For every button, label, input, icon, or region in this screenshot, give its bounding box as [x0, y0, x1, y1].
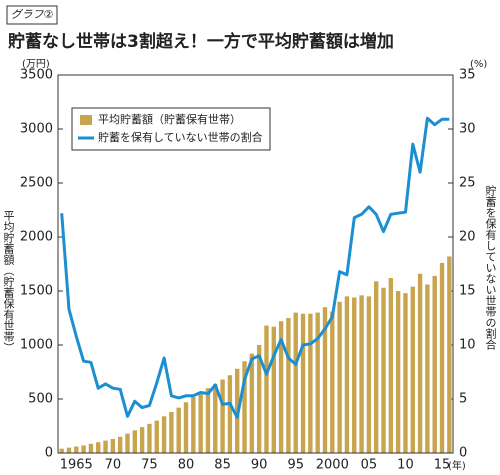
bar — [337, 301, 342, 453]
bar — [191, 396, 196, 453]
y-tick-label: 2000 — [20, 230, 53, 245]
bar — [183, 402, 189, 453]
bar — [432, 275, 437, 453]
y-tick-label: 500 — [28, 392, 53, 407]
x-tick-label: 1965 — [60, 458, 93, 473]
y-tick-label: 0 — [45, 446, 53, 461]
x-tick-label: 10 — [397, 458, 414, 473]
x-tick-label: 85 — [214, 458, 231, 473]
bar — [176, 407, 181, 453]
bar — [220, 379, 225, 453]
x-tick-label: 95 — [287, 458, 304, 473]
x-tick-label: 70 — [105, 458, 122, 473]
plot-frame — [57, 74, 454, 454]
bar — [381, 287, 386, 453]
bar — [330, 311, 335, 453]
bar — [205, 388, 211, 453]
x-tick-label: 75 — [141, 458, 158, 473]
y-tick-label: 3500 — [20, 68, 53, 83]
bar — [59, 448, 64, 453]
bar — [88, 443, 94, 453]
bar — [161, 416, 167, 453]
y-tick-label: 1000 — [20, 338, 53, 353]
bar — [286, 318, 291, 453]
badge-box — [6, 5, 58, 25]
x-tick-label: 05 — [361, 458, 378, 473]
bar — [395, 291, 401, 453]
bar — [344, 296, 350, 453]
bar — [300, 313, 306, 453]
x-tick-label: 15 — [434, 458, 451, 473]
bar — [271, 326, 276, 453]
y2-tick-label: 0 — [459, 446, 467, 461]
bar — [439, 262, 445, 453]
bar — [125, 433, 130, 453]
y2-axis-label: 貯蓄を保有していない世帯の割合 — [484, 185, 497, 350]
bar — [293, 312, 298, 453]
x-unit: (年) — [448, 459, 466, 472]
y-axis-label: 平均貯蓄額（貯蓄保有世帯） — [2, 210, 15, 353]
bar — [410, 286, 415, 453]
bar — [264, 325, 269, 453]
y2-tick-label: 10 — [459, 338, 476, 353]
y-tick-label: 2500 — [20, 176, 53, 191]
y2-tick-label: 5 — [459, 392, 467, 407]
y-tick-label: 1500 — [20, 284, 53, 299]
x-tick-label: 2000 — [316, 458, 349, 473]
bar — [66, 447, 72, 453]
bar — [227, 375, 233, 453]
y2-tick-label: 25 — [459, 176, 476, 191]
bar — [308, 313, 313, 453]
bar — [425, 284, 430, 453]
x-tick-label: 90 — [251, 458, 268, 473]
bar — [103, 440, 108, 453]
bar — [169, 411, 174, 453]
bar — [322, 307, 328, 453]
y-unit: (万円) — [22, 59, 50, 70]
line — [60, 116, 450, 419]
y2-tick-label: 15 — [459, 284, 476, 299]
bar — [96, 442, 101, 453]
bar — [154, 420, 159, 453]
bar — [388, 278, 394, 453]
bar — [417, 273, 423, 453]
legend-label: 貯蓄を保有していない世帯の割合 — [98, 130, 263, 144]
bar — [374, 281, 379, 453]
bar — [213, 383, 218, 453]
bar — [359, 295, 364, 453]
y2-tick-label: 35 — [459, 68, 476, 83]
bar — [110, 438, 116, 453]
y-tick-label: 3000 — [20, 122, 53, 137]
y2-tick-label: 30 — [459, 122, 476, 137]
y2-tick-label: 20 — [459, 230, 476, 245]
bar — [139, 427, 145, 453]
bar — [74, 446, 79, 453]
bar — [352, 297, 357, 453]
legend-label: 平均貯蓄額（貯蓄保有世帯） — [98, 112, 241, 126]
bar — [132, 430, 137, 453]
badge: グラフ② — [11, 8, 54, 21]
x-tick-label: 80 — [178, 458, 195, 473]
bar — [249, 353, 255, 453]
bar — [147, 423, 152, 453]
bar — [81, 445, 86, 453]
legend-swatch — [80, 115, 92, 125]
y2-unit: (%) — [470, 59, 487, 70]
bar — [256, 345, 262, 453]
bar — [366, 296, 372, 453]
bar — [278, 321, 284, 453]
legend-box — [71, 107, 271, 151]
chart-title: 貯蓄なし世帯は3割超え！一方で平均貯蓄額は増加 — [8, 31, 394, 52]
bar — [198, 392, 203, 453]
bar — [315, 312, 320, 453]
bar — [242, 361, 247, 453]
bar — [117, 436, 123, 453]
bar — [447, 256, 452, 453]
bar — [403, 293, 408, 453]
